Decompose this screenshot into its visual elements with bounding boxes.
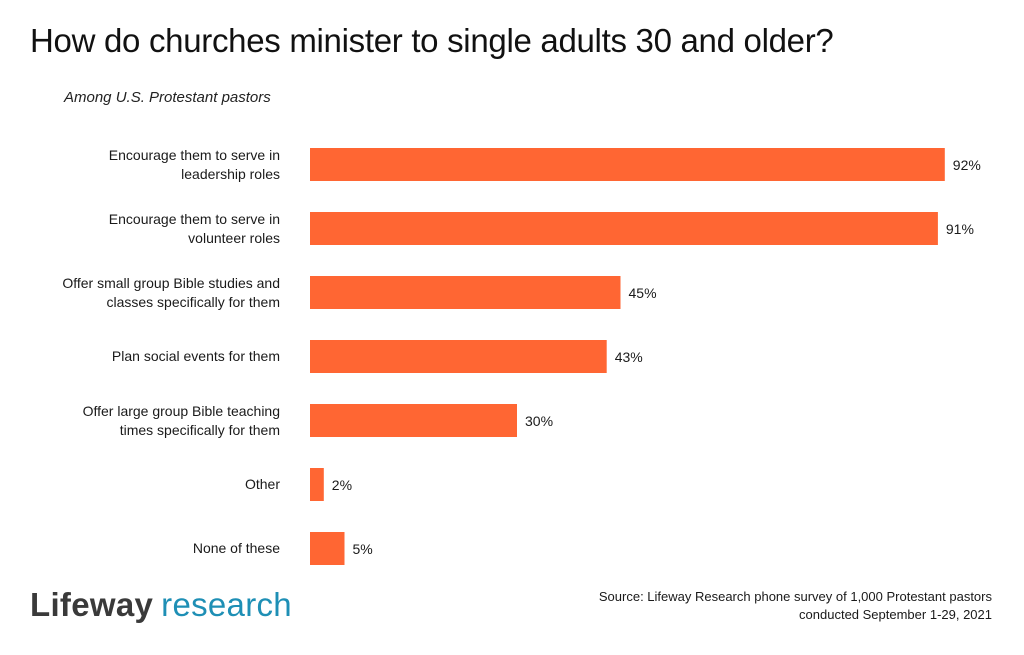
bar-0 <box>310 148 945 181</box>
category-label-2: Offer small group Bible studies and class… <box>10 274 280 312</box>
category-label-2-line-0: Offer small group Bible studies and <box>62 274 280 291</box>
category-label-1-line-0: Encourage them to serve in <box>108 210 280 227</box>
category-label-6-line-0: None of these <box>192 540 280 556</box>
category-label-4-line-1: times specifically for them <box>119 421 280 438</box>
bar-3 <box>310 340 607 373</box>
category-label-5-line-0: Other <box>244 476 280 492</box>
value-label-3: 43% <box>614 348 643 365</box>
value-label-6: 5% <box>352 540 373 557</box>
source-line-2: conducted September 1-29, 2021 <box>799 607 992 622</box>
logo-product: research <box>161 586 292 623</box>
source-note: Source: Lifeway Research phone survey of… <box>599 588 992 624</box>
category-label-3: Plan social events for them <box>10 347 280 366</box>
value-label-0: 92% <box>952 156 981 173</box>
category-label-0-line-1: leadership roles <box>181 165 280 182</box>
bar-2 <box>310 276 621 309</box>
category-label-1: Encourage them to serve in volunteer role… <box>10 210 280 248</box>
category-label-5: Other <box>10 475 280 494</box>
category-label-0: Encourage them to serve in leadership rol… <box>10 146 280 184</box>
logo-brand: Lifeway <box>30 586 154 623</box>
category-label-1-line-1: volunteer roles <box>188 229 280 246</box>
bar-1 <box>310 212 938 245</box>
bar-6 <box>310 532 345 565</box>
chart-subtitle: Among U.S. Protestant pastors <box>64 89 271 106</box>
category-label-0-line-0: Encourage them to serve in <box>108 146 280 163</box>
value-label-5: 2% <box>331 476 353 493</box>
source-line-1: Source: Lifeway Research phone survey of… <box>598 589 992 604</box>
value-label-2: 45% <box>628 284 657 301</box>
chart-title: How do churches minister to single adult… <box>30 22 834 59</box>
lifeway-research-logo: Lifeway research <box>30 586 292 624</box>
value-label-4: 30% <box>525 412 554 429</box>
bar-5 <box>310 468 324 501</box>
value-label-1: 91% <box>945 220 974 237</box>
category-label-4: Offer large group Bible teaching times sp… <box>10 402 280 440</box>
category-label-6: None of these <box>10 539 280 558</box>
category-label-4-line-0: Offer large group Bible teaching <box>82 402 280 419</box>
category-label-3-line-0: Plan social events for them <box>111 348 280 364</box>
bar-4 <box>310 404 517 437</box>
category-label-2-line-1: classes specifically for them <box>106 293 280 310</box>
